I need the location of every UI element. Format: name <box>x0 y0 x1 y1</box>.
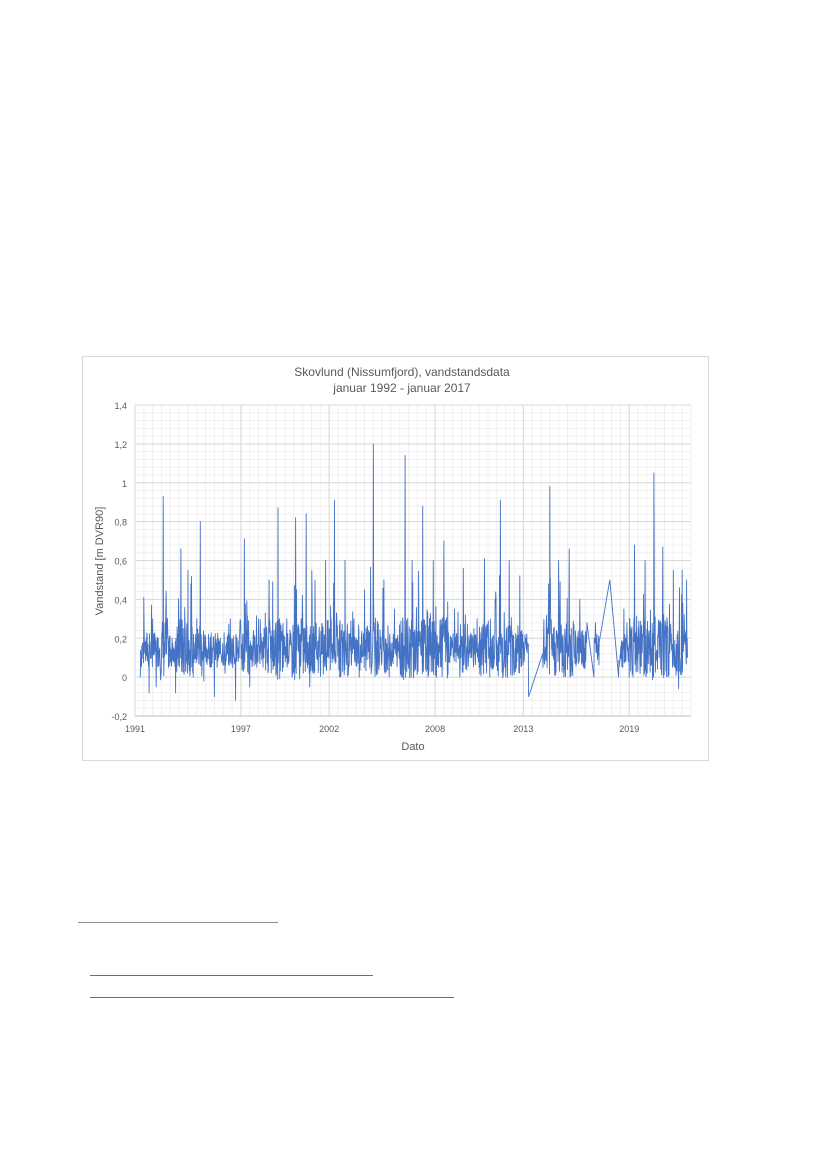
chart-frame: -0,2 0 0,2 0,4 0,6 0,8 1 1,2 1,4 1991 1997 2002 2008… <box>82 356 709 761</box>
x-tick-label: 2008 <box>425 724 445 734</box>
x-tick-label: 1991 <box>125 724 145 734</box>
link-underline-1[interactable] <box>90 975 373 976</box>
series-line <box>139 443 688 701</box>
y-axis-label: Vandstand [m DVR90] <box>94 507 106 616</box>
x-tick-label: 2013 <box>513 724 533 734</box>
y-tick-label: 1 <box>122 479 127 489</box>
y-tick-label: -0,2 <box>111 712 127 722</box>
y-tick-label: 0,4 <box>114 595 127 605</box>
chart: -0,2 0 0,2 0,4 0,6 0,8 1 1,2 1,4 1991 1997 2002 2008… <box>94 365 692 753</box>
y-tick-label: 0,2 <box>114 634 127 644</box>
series-layer <box>139 443 688 701</box>
footnote-separator <box>78 922 278 923</box>
x-tick-label: 1997 <box>231 724 251 734</box>
x-tick-label: 2019 <box>619 724 639 734</box>
chart-subtitle: januar 1992 - januar 2017 <box>332 381 471 395</box>
y-tick-label: 1,4 <box>114 401 127 411</box>
x-axis-label: Dato <box>401 741 424 753</box>
y-tick-label: 0 <box>122 673 127 683</box>
y-tick-label: 0,6 <box>114 557 127 567</box>
chart-title: Skovlund (Nissumfjord), vandstandsdata <box>294 365 510 379</box>
y-tick-label: 1,2 <box>114 440 127 450</box>
link-underline-2[interactable] <box>90 997 454 998</box>
axes: -0,2 0 0,2 0,4 0,6 0,8 1 1,2 1,4 1991 1997 2002 2008… <box>111 401 691 734</box>
x-tick-label: 2002 <box>319 724 339 734</box>
y-tick-label: 0,8 <box>114 518 127 528</box>
